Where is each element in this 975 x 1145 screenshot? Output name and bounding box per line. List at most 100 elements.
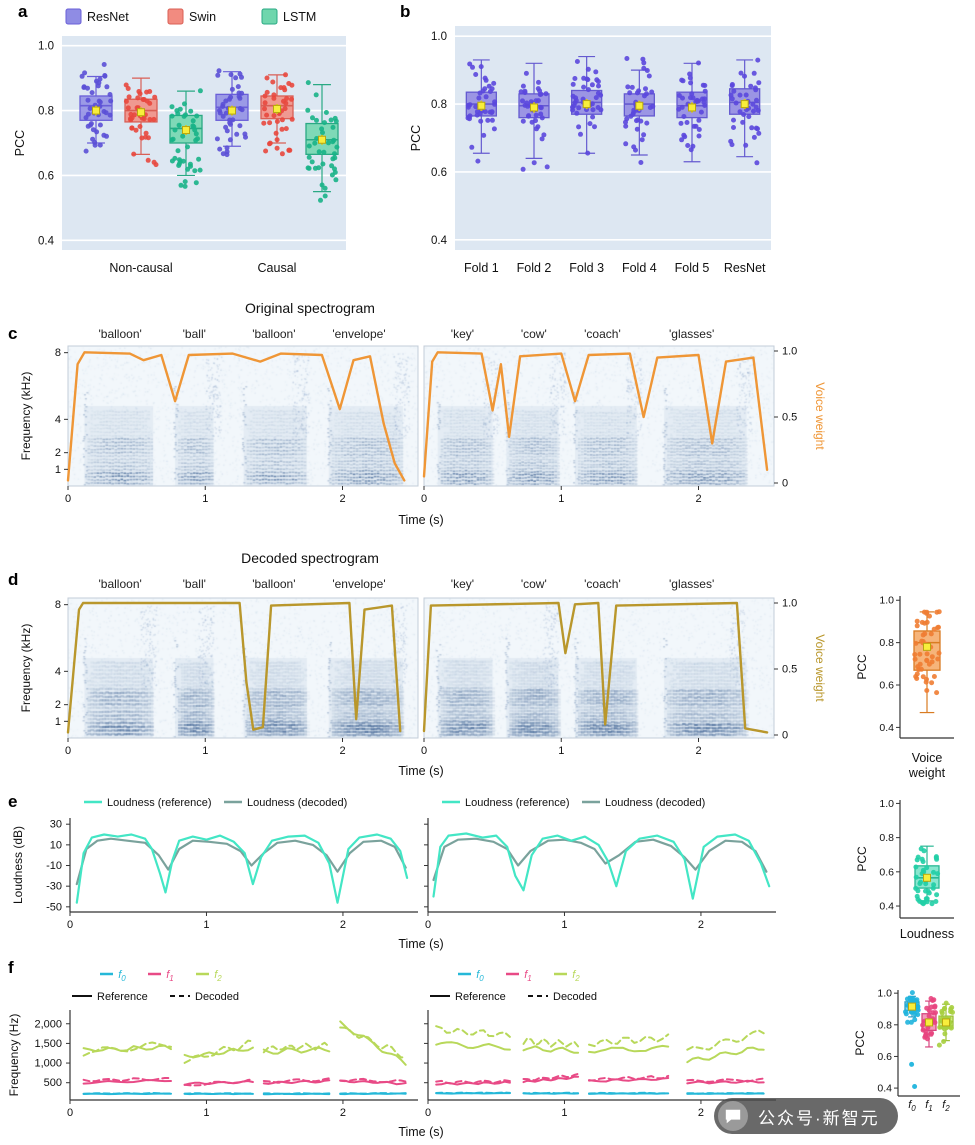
word-label: 'balloon' — [252, 327, 295, 341]
right-tick-label: 0 — [782, 730, 788, 742]
y-tick-label: 2 — [55, 699, 61, 711]
spectro-svg-c: 'balloon' 'ball' 'balloon' 'envelope' 0 1 2 'ke… — [19, 327, 827, 527]
f0-decoded-line — [435, 1091, 511, 1095]
word-label: 'cow' — [521, 327, 547, 341]
f0-decoded-line — [588, 1091, 670, 1095]
legend-swatch — [65, 8, 82, 25]
legend-label: Loudness (decoded) — [247, 797, 347, 809]
x-tick-label: 1 — [561, 919, 567, 931]
spectro-svg-d: 'balloon' 'ball' 'balloon' 'envelope' 0 1 2 'ke… — [19, 577, 954, 780]
y-axis-label: PCC — [855, 846, 869, 872]
word-label: 'ball' — [183, 327, 206, 341]
mean-marker — [137, 108, 145, 117]
x-axis-label: Time (s) — [398, 764, 443, 778]
f2-decoded-line — [686, 1029, 765, 1051]
mean-marker — [740, 100, 749, 109]
f1-decoded-line — [435, 1079, 511, 1085]
y-tick-label: -30 — [46, 881, 62, 893]
x-tick-label: 0 — [65, 493, 71, 505]
word-label: 'coach' — [584, 577, 621, 591]
legend-label: Loudness (decoded) — [605, 797, 705, 809]
y-tick-label: 1.0 — [879, 595, 894, 607]
category-label: f2 — [942, 1099, 950, 1113]
y-axis-label: PCC — [855, 654, 869, 680]
mean-marker — [925, 1018, 933, 1027]
mean-marker — [923, 642, 931, 651]
word-label: 'balloon' — [99, 577, 142, 591]
right-tick-label: 0.5 — [782, 412, 797, 424]
mean-marker — [923, 873, 931, 882]
y-tick-label: 0.8 — [879, 832, 894, 844]
y-tick-label: -50 — [46, 901, 62, 913]
loudness-reference-line — [432, 832, 771, 900]
f0-decoded-line — [183, 1092, 254, 1095]
group-label: Non-causal — [109, 261, 172, 275]
voice-weight-line — [422, 351, 769, 478]
row-loudness: 0 1 2 Loudness (reference) Loudness (decoded… — [0, 790, 975, 954]
y-axis-label: Frequency (Hz) — [7, 1014, 21, 1097]
chat-icon — [718, 1101, 748, 1131]
y-tick-label: 8 — [55, 347, 61, 359]
legend-label: Loudness (reference) — [465, 797, 570, 809]
plot-bg — [62, 36, 346, 250]
y-tick-label: 4 — [55, 666, 61, 678]
mean-marker — [635, 101, 644, 110]
f1-reference-line — [588, 1077, 670, 1083]
y-tick-label: -10 — [46, 860, 62, 872]
right-tick-label: 1.0 — [782, 346, 797, 358]
word-label: 'key' — [451, 577, 474, 591]
legend-label: f0 — [118, 969, 126, 983]
mean-marker — [530, 103, 538, 112]
right-tick-label: 0.5 — [782, 664, 797, 676]
mean-marker — [273, 104, 281, 113]
y-tick-label: 0.4 — [879, 901, 894, 913]
x-tick-label: 0 — [65, 745, 71, 757]
x-tick-label: 2 — [339, 493, 345, 505]
y-tick-label: 0.6 — [879, 866, 894, 878]
f2-decoded-line — [262, 1041, 331, 1054]
scatter-points — [912, 609, 942, 696]
panel-label-e: e — [8, 792, 18, 811]
legend-label: Swin — [189, 10, 216, 24]
legend-label: f0 — [476, 969, 484, 983]
mean-marker — [92, 106, 100, 115]
x-tick-label: 2 — [695, 493, 701, 505]
panel-label-b: b — [400, 2, 411, 21]
row-formants: 0 1 2 f0 f1 f2 Reference Decoded 0 1 2 f0 f1 f2 Refere… — [0, 956, 975, 1145]
x-tick-label: 0 — [425, 919, 431, 931]
boxplots-ab-svg: 1.0 0.8 0.6 0.4 PCC Non-causal Causal ResNet Swi… — [13, 8, 771, 275]
f0-decoded-line — [262, 1092, 331, 1095]
y-tick-label: 2,000 — [34, 1018, 62, 1030]
x-axis-label: Time (s) — [398, 1125, 443, 1139]
y-tick-label: 0.8 — [877, 1019, 892, 1031]
x-tick-label: 2 — [340, 919, 346, 931]
f0-decoded-line — [522, 1091, 580, 1095]
scatter-points — [623, 56, 656, 165]
panel-c-title: Original spectrogram — [245, 300, 375, 316]
watermark-text: 公众号·新智元 — [758, 1108, 880, 1128]
y-tick-label: 0.6 — [38, 170, 54, 182]
right-axis-label: Voice weight — [813, 382, 827, 450]
word-label: 'envelope' — [332, 327, 385, 341]
y-axis-label: Frequency (kHz) — [19, 624, 33, 713]
loudness-svg: 0 1 2 Loudness (reference) Loudness (decoded… — [11, 797, 954, 951]
x-tick-label: 0 — [425, 1107, 431, 1119]
f2-reference-line — [588, 1044, 670, 1054]
f2-decoded-line — [82, 1041, 172, 1057]
voice-weight-line — [422, 601, 769, 734]
word-label: 'key' — [451, 327, 474, 341]
f1-decoded-line — [262, 1077, 331, 1084]
x-tick-label: 2 — [695, 745, 701, 757]
x-tick-label: 0 — [67, 1107, 73, 1119]
x-tick-label: 2 — [340, 1107, 346, 1119]
x-tick-label: 1 — [203, 919, 209, 931]
category-label: ResNet — [724, 261, 766, 275]
spectrogram-frame — [423, 597, 775, 739]
scatter-points — [123, 82, 159, 168]
row-decoded-spectrogram: 'balloon' 'ball' 'balloon' 'envelope' 0 1 2 'ke… — [0, 544, 975, 790]
y-tick-label: 30 — [50, 819, 62, 831]
mean-marker — [582, 100, 591, 109]
x-tick-label: 2 — [698, 1107, 704, 1119]
f0-decoded-line — [686, 1092, 765, 1095]
legend-label: f1 — [166, 969, 174, 983]
